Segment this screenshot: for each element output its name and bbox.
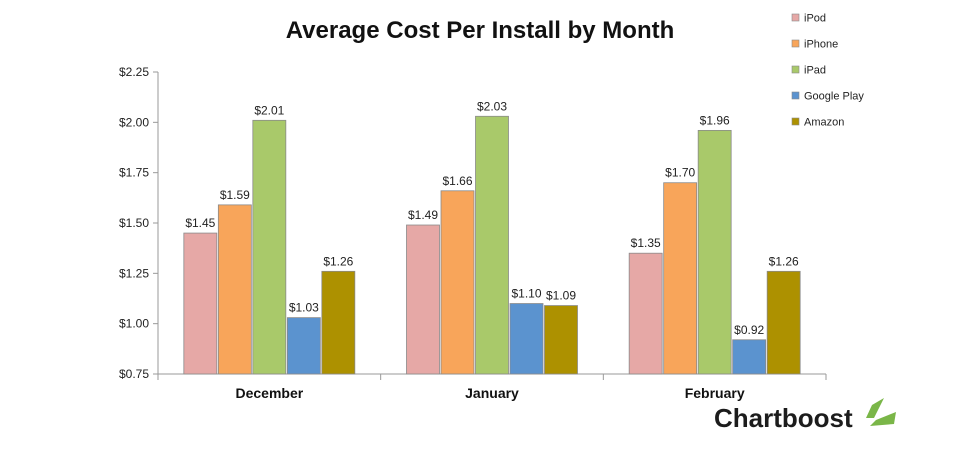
legend: iPod iPhone iPad Google Play Amazon bbox=[791, 13, 864, 129]
bar-iphone-february bbox=[663, 182, 698, 375]
data-label: $1.10 bbox=[511, 287, 541, 301]
data-label: $0.92 bbox=[734, 323, 764, 337]
bar-iphone-january bbox=[440, 190, 475, 375]
bar-google-play-december bbox=[286, 317, 321, 375]
legend-swatch-iphone bbox=[791, 39, 800, 48]
data-label: $1.45 bbox=[185, 216, 215, 230]
x-axis: December January February bbox=[157, 373, 827, 401]
data-label: $2.01 bbox=[254, 103, 284, 117]
y-tick-label: $1.50 bbox=[119, 216, 149, 230]
y-tick-label: $0.75 bbox=[119, 367, 149, 381]
legend-swatch-ipod bbox=[791, 13, 800, 22]
data-label: $1.59 bbox=[220, 188, 250, 202]
y-tick-label: $1.25 bbox=[119, 266, 149, 280]
y-tick-label: $1.75 bbox=[119, 166, 149, 180]
data-label: $1.96 bbox=[700, 113, 730, 127]
legend-label: iPhone bbox=[804, 39, 838, 51]
logo-mark-lower bbox=[870, 412, 896, 426]
chart-title: Average Cost Per Install by Month bbox=[286, 17, 675, 44]
legend-label: iPad bbox=[804, 65, 826, 77]
bar-ipod-january bbox=[406, 224, 440, 375]
data-label: $1.03 bbox=[289, 301, 319, 315]
x-category-label: December bbox=[235, 385, 303, 401]
chartboost-logo-icon bbox=[866, 398, 896, 426]
data-labels-group: $1.45 $1.59 $2.01 $1.03 $1.26 $1.49 $1.66 $2.03… bbox=[185, 99, 799, 336]
data-label: $1.35 bbox=[631, 236, 661, 250]
x-category-label: January bbox=[465, 385, 519, 401]
legend-swatch-amazon bbox=[791, 117, 800, 126]
data-label: $1.26 bbox=[769, 254, 799, 268]
bar-ipod-december bbox=[183, 232, 218, 375]
data-label: $1.26 bbox=[323, 254, 353, 268]
bar-amazon-december bbox=[321, 270, 356, 375]
bar-ipod-february bbox=[628, 252, 663, 375]
brand-name: Chartboost bbox=[714, 403, 853, 433]
bar-amazon-january bbox=[544, 305, 578, 375]
bar-google-play-february bbox=[732, 339, 767, 375]
logo-mark-upper bbox=[866, 398, 884, 418]
bar-ipad-december bbox=[252, 119, 287, 375]
legend-label: iPod bbox=[804, 13, 826, 25]
bar-amazon-february bbox=[766, 270, 801, 375]
y-axis: $2.25 $2.00 $1.75 $1.50 $1.25 $1.00 $0.75 bbox=[119, 65, 159, 381]
data-label: $1.66 bbox=[442, 174, 472, 188]
data-label: $1.70 bbox=[665, 166, 695, 180]
y-tick-label: $2.25 bbox=[119, 65, 149, 79]
legend-swatch-google-play bbox=[791, 91, 800, 100]
y-tick-label: $2.00 bbox=[119, 115, 149, 129]
bars-group bbox=[183, 115, 801, 375]
legend-label: Amazon bbox=[804, 117, 844, 129]
bar-iphone-december bbox=[217, 204, 252, 375]
bar-ipad-february bbox=[697, 129, 732, 375]
legend-label: Google Play bbox=[804, 91, 864, 103]
bar-google-play-january bbox=[509, 303, 544, 375]
x-category-label: February bbox=[685, 385, 745, 401]
data-label: $1.49 bbox=[408, 208, 438, 222]
bar-ipad-january bbox=[475, 115, 509, 375]
data-label: $1.09 bbox=[546, 289, 576, 303]
y-tick-label: $1.00 bbox=[119, 317, 149, 331]
brand-logo: Chartboost bbox=[714, 398, 896, 433]
data-label: $2.03 bbox=[477, 99, 507, 113]
legend-swatch-ipad bbox=[791, 65, 800, 74]
